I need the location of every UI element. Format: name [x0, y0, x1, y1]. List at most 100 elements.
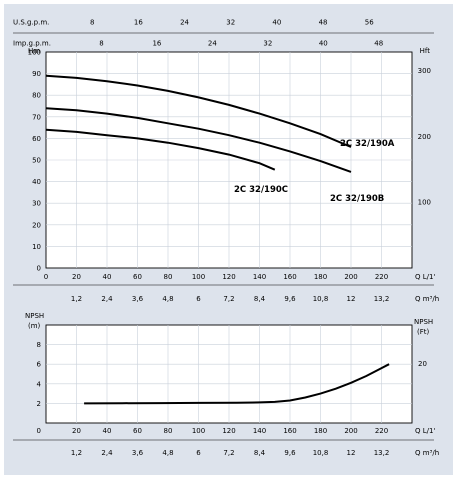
- imp-gpm-tick: 40: [319, 40, 328, 48]
- npsh-x2-tick: 2,4: [101, 449, 113, 457]
- npsh-x2-tick: 3,6: [132, 449, 144, 457]
- npsh-y-tick: 4: [37, 380, 42, 388]
- npsh-x2-axis-label: Q m³/h: [415, 449, 439, 457]
- imp-gpm-tick: 16: [152, 40, 161, 48]
- npsh-x2-tick: 8,4: [254, 449, 266, 457]
- head-x2-tick: 1,2: [71, 295, 82, 303]
- head-y-tick: 90: [32, 70, 41, 78]
- us-gpm-tick: 56: [365, 19, 374, 27]
- head-x-tick: 160: [283, 273, 296, 281]
- head-x-tick: 100: [192, 273, 205, 281]
- head-curve-chart: 0102030405060708090100U.S.g.p.m.Imp.g.p.…: [13, 19, 439, 303]
- npsh-x2-tick: 13,2: [374, 449, 390, 457]
- head-y2-tick: 300: [418, 67, 431, 75]
- npsh-x-tick: 180: [314, 427, 327, 435]
- head-y-tick: 20: [32, 221, 41, 229]
- npsh-x-tick: 20: [72, 427, 81, 435]
- head-x-tick: 40: [103, 273, 112, 281]
- head-y2-axis-label: Hft: [420, 47, 431, 55]
- us-gpm-tick: 48: [319, 19, 328, 27]
- npsh-x-axis-label: Q L/1': [415, 427, 435, 435]
- npsh-x-tick: 200: [344, 427, 357, 435]
- npsh-y-tick: 2: [37, 400, 41, 408]
- npsh-y-tick: 0: [37, 427, 41, 435]
- head-x2-tick: 10,8: [313, 295, 329, 303]
- head-x2-tick: 6: [196, 295, 201, 303]
- npsh-x-tick: 120: [222, 427, 235, 435]
- head-x-tick: 180: [314, 273, 327, 281]
- npsh-x-tick: 160: [283, 427, 296, 435]
- head-curve-line: [45, 74, 352, 148]
- head-y-tick: 80: [32, 92, 41, 100]
- head-x-tick: 140: [253, 273, 266, 281]
- series-label: 2C 32/190C: [234, 185, 288, 195]
- head-x-tick: 220: [375, 273, 388, 281]
- head-y-tick: 10: [32, 243, 41, 251]
- head-y-tick: 70: [32, 113, 41, 121]
- imp-gpm-label: Imp.g.p.m.: [13, 40, 51, 48]
- head-y2-tick: 100: [418, 199, 431, 207]
- head-y2-tick: 200: [418, 133, 431, 141]
- head-x2-tick: 9,6: [284, 295, 296, 303]
- head-y-axis-label: Hm: [28, 47, 40, 55]
- head-x2-axis-label: Q m³/h: [415, 295, 439, 303]
- head-x-tick: 60: [133, 273, 142, 281]
- npsh-y-axis-unit: (m): [28, 322, 41, 330]
- npsh-x2-tick: 12: [347, 449, 356, 457]
- head-y-tick: 60: [32, 135, 41, 143]
- head-x-tick: 200: [344, 273, 357, 281]
- npsh-x-tick: 100: [192, 427, 205, 435]
- us-gpm-tick: 24: [180, 19, 189, 27]
- head-y-tick: 40: [32, 178, 41, 186]
- head-x-tick: 120: [222, 273, 235, 281]
- npsh-x2-tick: 7,2: [223, 449, 234, 457]
- npsh-x2-tick: 10,8: [313, 449, 329, 457]
- head-y-tick: 100: [28, 49, 41, 57]
- npsh-curve-chart: 0 2 4 6 8 NPSH (m) NPSH (Ft) 20 20 40 60 80 100 120 140 1…: [13, 312, 439, 457]
- head-x2-tick: 12: [347, 295, 356, 303]
- npsh-y-axis-label: NPSH: [25, 312, 44, 320]
- head-x-tick: 20: [72, 273, 81, 281]
- us-gpm-tick: 16: [134, 19, 143, 27]
- head-y-tick: 50: [32, 157, 41, 165]
- head-y-tick: 0: [37, 265, 41, 273]
- npsh-y-tick: 6: [37, 361, 42, 369]
- npsh-x2-tick: 6: [196, 449, 201, 457]
- npsh-x-tick: 40: [103, 427, 112, 435]
- npsh-x-tick: 220: [375, 427, 388, 435]
- head-y-tick: 30: [32, 200, 41, 208]
- npsh-curve-line: [84, 363, 390, 405]
- head-curve-line: [45, 128, 276, 171]
- npsh-y-tick: 8: [37, 341, 41, 349]
- imp-gpm-tick: 32: [263, 40, 272, 48]
- imp-gpm-tick: 48: [374, 40, 383, 48]
- head-x-tick: 0: [44, 273, 48, 281]
- head-x-axis-label: Q L/1': [415, 273, 435, 281]
- npsh-y2-axis-label: NPSH: [414, 318, 433, 326]
- series-label: 2C 32/190A: [340, 139, 395, 149]
- head-x2-tick: 8,4: [254, 295, 266, 303]
- us-gpm-tick: 8: [90, 19, 94, 27]
- series-label: 2C 32/190B: [330, 194, 384, 204]
- us-gpm-label: U.S.g.p.m.: [13, 19, 49, 27]
- head-curve-line: [45, 107, 352, 173]
- imp-gpm-tick: 24: [208, 40, 217, 48]
- npsh-y2-tick: 20: [418, 360, 427, 368]
- us-gpm-tick: 40: [272, 19, 281, 27]
- head-x2-tick: 2,4: [101, 295, 113, 303]
- head-x-tick: 80: [164, 273, 173, 281]
- npsh-x-tick: 140: [253, 427, 266, 435]
- npsh-x2-tick: 1,2: [71, 449, 82, 457]
- npsh-x-tick: 80: [164, 427, 173, 435]
- npsh-x2-tick: 4,8: [162, 449, 173, 457]
- head-x2-tick: 3,6: [132, 295, 144, 303]
- npsh-y2-axis-unit: (Ft): [417, 328, 430, 336]
- npsh-x2-tick: 9,6: [284, 449, 296, 457]
- head-x2-tick: 4,8: [162, 295, 173, 303]
- head-x2-tick: 13,2: [374, 295, 390, 303]
- npsh-x-tick: 60: [133, 427, 142, 435]
- imp-gpm-tick: 8: [99, 40, 103, 48]
- head-x2-tick: 7,2: [223, 295, 234, 303]
- us-gpm-tick: 32: [226, 19, 235, 27]
